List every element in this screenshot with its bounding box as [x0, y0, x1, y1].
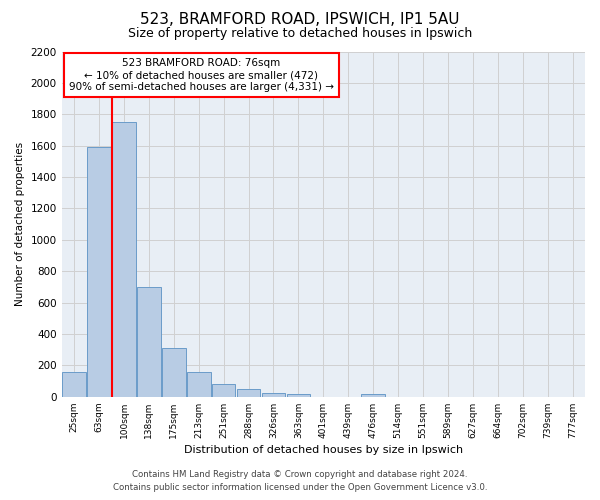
Bar — [87, 147, 111, 397]
Text: 523 BRAMFORD ROAD: 76sqm
← 10% of detached houses are smaller (472)
90% of semi-: 523 BRAMFORD ROAD: 76sqm ← 10% of detach… — [69, 58, 334, 92]
X-axis label: Distribution of detached houses by size in Ipswich: Distribution of detached houses by size … — [184, 445, 463, 455]
Bar — [237, 389, 260, 397]
Text: 523, BRAMFORD ROAD, IPSWICH, IP1 5AU: 523, BRAMFORD ROAD, IPSWICH, IP1 5AU — [140, 12, 460, 28]
Bar — [62, 372, 86, 397]
Bar — [262, 393, 286, 397]
Text: Contains HM Land Registry data © Crown copyright and database right 2024.
Contai: Contains HM Land Registry data © Crown c… — [113, 470, 487, 492]
Bar — [112, 122, 136, 397]
Bar — [287, 394, 310, 397]
Bar — [361, 394, 385, 397]
Bar — [187, 372, 211, 397]
Bar — [212, 384, 235, 397]
Y-axis label: Number of detached properties: Number of detached properties — [15, 142, 25, 306]
Bar — [137, 287, 161, 397]
Text: Size of property relative to detached houses in Ipswich: Size of property relative to detached ho… — [128, 28, 472, 40]
Bar — [162, 348, 185, 397]
